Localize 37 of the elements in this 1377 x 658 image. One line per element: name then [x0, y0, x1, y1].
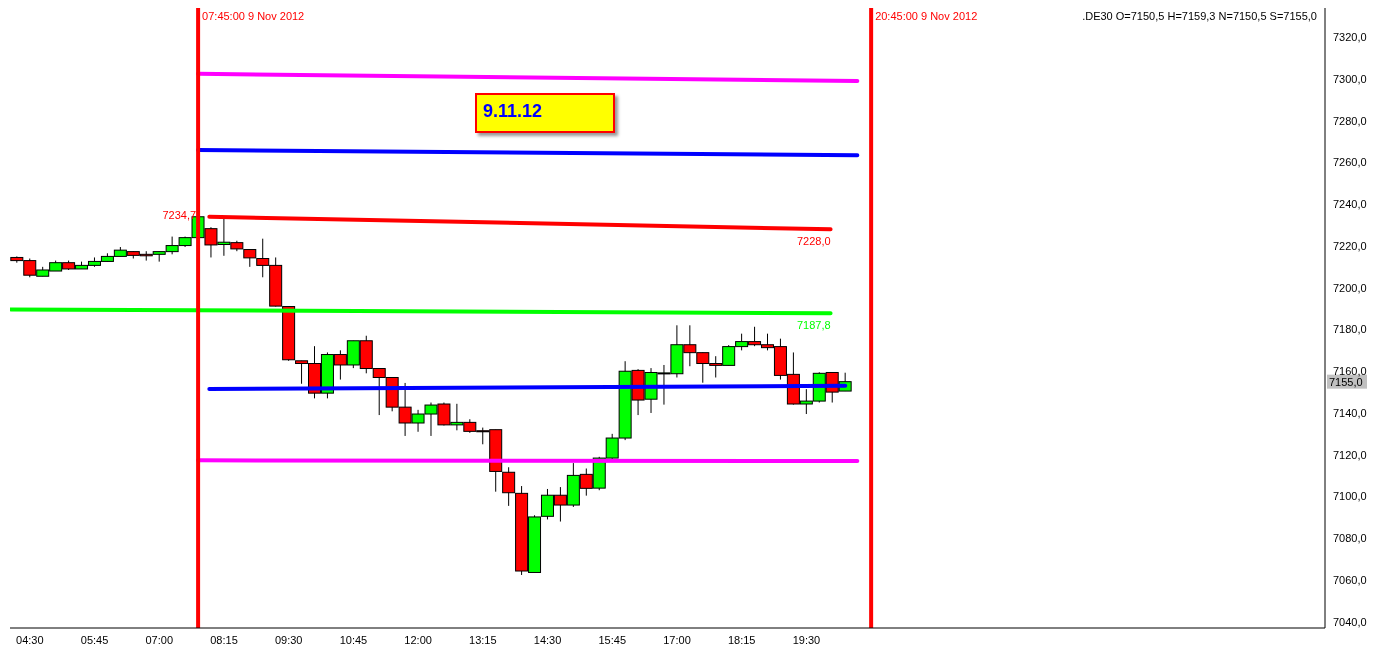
- y-tick-label: 7100,0: [1333, 490, 1367, 503]
- annotation: 7228,0: [796, 235, 831, 248]
- x-tick-label: 04:30: [16, 633, 44, 646]
- x-tick-label: 17:00: [663, 633, 691, 646]
- y-tick-label: 7040,0: [1333, 615, 1367, 628]
- annotation: 7155,0: [1329, 375, 1363, 388]
- y-tick-label: 7080,0: [1333, 532, 1367, 545]
- x-tick-label: 05:45: [80, 633, 109, 646]
- annotation: 7234,7: [162, 209, 197, 222]
- callout-box: 9.11.12: [475, 93, 615, 133]
- y-tick-label: 7140,0: [1333, 406, 1367, 419]
- y-tick-label: 7200,0: [1333, 281, 1367, 294]
- y-tick-label: 7300,0: [1333, 72, 1367, 85]
- x-tick-label: 13:15: [469, 633, 497, 646]
- y-tick-label: 7280,0: [1333, 114, 1367, 127]
- y-tick-label: 7260,0: [1333, 156, 1367, 169]
- candlestick: [502, 466, 516, 507]
- x-tick-label: 10:45: [339, 633, 368, 646]
- x-tick-label: 15:45: [598, 633, 627, 646]
- x-tick-label: 12:00: [404, 633, 432, 646]
- y-tick-label: 7060,0: [1333, 573, 1367, 586]
- y-tick-label: 7120,0: [1333, 448, 1367, 461]
- annotation: 7187,8: [796, 319, 831, 332]
- y-tick-label: 7240,0: [1333, 198, 1367, 211]
- x-tick-label: 19:30: [792, 633, 821, 646]
- y-tick-label: 7220,0: [1333, 239, 1367, 252]
- x-tick-label: 14:30: [533, 633, 562, 646]
- x-tick-label: 07:00: [145, 633, 174, 646]
- chart-title: .DE30 O=7150,5 H=7159,3 N=7150,5 S=7155,0: [1082, 10, 1317, 22]
- ref-line-label: 20:45:00 9 Nov 2012: [875, 9, 978, 22]
- ref-line-label: 07:45:00 9 Nov 2012: [202, 9, 305, 22]
- x-tick-label: 09:30: [274, 633, 303, 646]
- y-tick-label: 7180,0: [1333, 323, 1367, 336]
- y-tick-label: 7320,0: [1333, 31, 1367, 44]
- x-tick-label: 08:15: [210, 633, 238, 646]
- x-tick-label: 18:15: [727, 633, 756, 646]
- y-tick-label: 7160,0: [1333, 365, 1367, 378]
